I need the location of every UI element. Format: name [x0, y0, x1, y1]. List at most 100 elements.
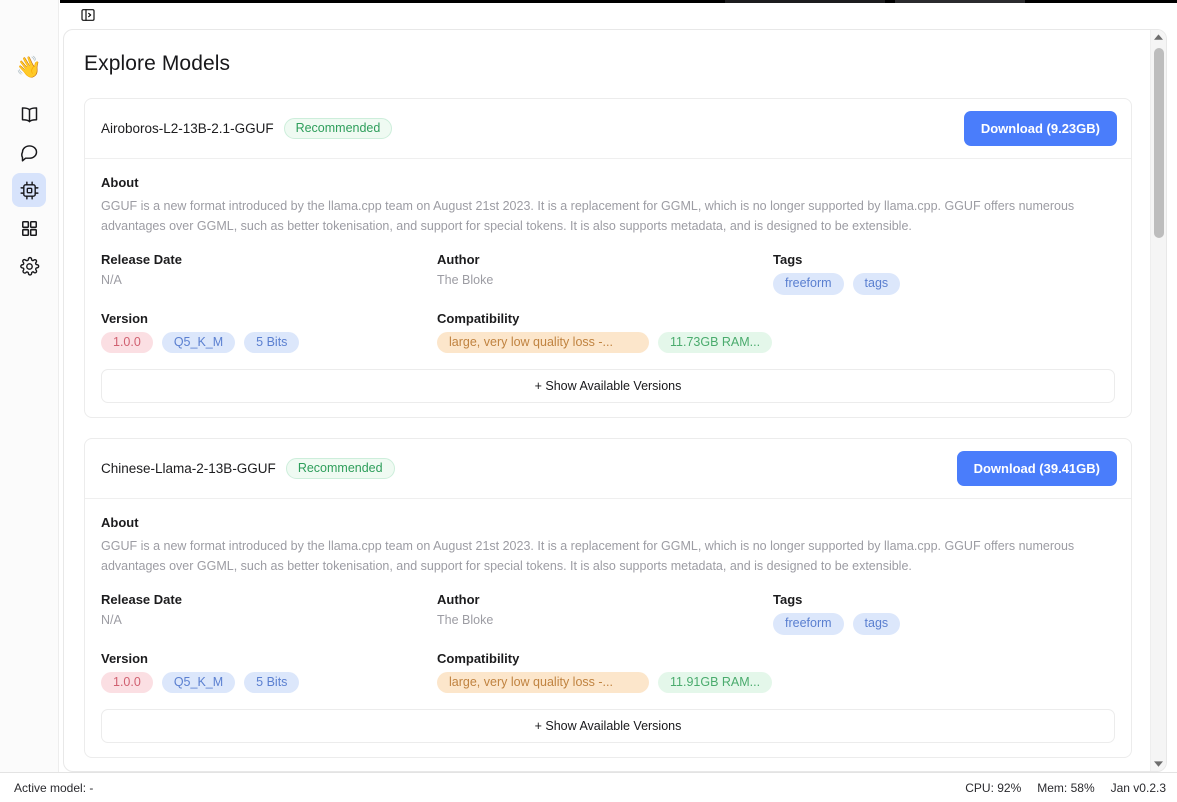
tags-field: Tags freeform tags: [773, 252, 1115, 295]
download-button[interactable]: Download (39.41GB): [956, 451, 1117, 486]
page-title: Explore Models: [84, 52, 231, 75]
model-card: Chinese-Llama-2-13B-GGUF Recommended Dow…: [84, 438, 1132, 758]
release-date-field: Release Date N/A: [101, 252, 437, 295]
compatibility-chip-row: large, very low quality loss -... 11.73G…: [437, 331, 1115, 353]
scroll-down-arrow-icon[interactable]: [1151, 757, 1167, 771]
sidebar-rail: 👋: [0, 0, 59, 772]
bits-chip: 5 Bits: [244, 331, 300, 353]
tag-chip[interactable]: tags: [852, 613, 901, 635]
version-chip-row: 1.0.0 Q5_K_M 5 Bits: [101, 671, 437, 693]
version-label: Version: [101, 310, 148, 326]
model-card-header: Airoboros-L2-13B-2.1-GGUF Recommended Do…: [85, 99, 1131, 159]
bits-chip: 5 Bits: [244, 671, 300, 693]
model-card-header: Chinese-Llama-2-13B-GGUF Recommended Dow…: [85, 439, 1131, 499]
gear-icon: [19, 256, 40, 277]
quality-loss-chip[interactable]: large, very low quality loss -...: [437, 671, 649, 693]
status-bar-right: CPU: 92% Mem: 58% Jan v0.2.3: [965, 781, 1166, 795]
about-label: About: [101, 515, 139, 530]
release-date-value: N/A: [101, 273, 122, 287]
models-scroll-area: Explore Models Airoboros-L2-13B-2.1-GGUF…: [64, 30, 1150, 771]
waving-hand-icon: 👋: [15, 55, 43, 79]
active-model-status: Active model: -: [14, 780, 94, 795]
quantization-chip: Q5_K_M: [161, 331, 236, 353]
sidebar-item-settings[interactable]: [12, 249, 46, 283]
show-available-versions-button[interactable]: + Show Available Versions: [101, 709, 1115, 743]
model-card-header-left: Chinese-Llama-2-13B-GGUF Recommended: [101, 457, 395, 480]
compatibility-field: Compatibility large, very low quality lo…: [437, 650, 1115, 693]
window-top-strip: [60, 0, 1177, 3]
author-value: The Bloke: [437, 613, 494, 627]
model-meta-grid: Release Date N/A Author The Bloke Tags: [101, 592, 1115, 693]
ram-requirement-chip[interactable]: 11.73GB RAM...: [658, 331, 773, 353]
quality-loss-chip[interactable]: large, very low quality loss -...: [437, 331, 649, 353]
scrollbar-track[interactable]: [1151, 44, 1167, 757]
chat-bubble-icon: [19, 142, 40, 163]
top-toolbar: [59, 0, 1177, 29]
cpu-chip-icon: [19, 180, 40, 201]
grid-squares-icon: [20, 219, 39, 238]
panel-toggle-icon[interactable]: [78, 5, 98, 25]
status-bar: Active model: - CPU: 92% Mem: 58% Jan v0…: [0, 772, 1177, 802]
model-card: Airoboros-L2-13B-2.1-GGUF Recommended Do…: [84, 98, 1132, 418]
author-value: The Bloke: [437, 273, 494, 287]
author-label: Author: [437, 252, 480, 267]
scroll-up-arrow-icon[interactable]: [1151, 30, 1167, 44]
compatibility-field: Compatibility large, very low quality lo…: [437, 310, 1115, 353]
scrollbar-thumb[interactable]: [1153, 48, 1164, 238]
release-date-field: Release Date N/A: [101, 592, 437, 635]
tag-chip[interactable]: freeform: [773, 273, 844, 295]
version-chip: 1.0.0: [101, 671, 153, 693]
tags-label: Tags: [773, 592, 803, 607]
about-label: About: [101, 175, 139, 190]
compatibility-chip-row: large, very low quality loss -... 11.91G…: [437, 671, 1115, 693]
model-card-body: About GGUF is a new format introduced by…: [85, 499, 1131, 757]
ram-requirement-chip[interactable]: 11.91GB RAM...: [658, 671, 773, 693]
version-field: Version 1.0.0 Q5_K_M 5 Bits: [101, 310, 437, 353]
sidebar-item-chat[interactable]: [12, 135, 46, 169]
memory-usage-status: Mem: 58%: [1037, 780, 1095, 795]
release-date-value: N/A: [101, 613, 122, 627]
sidebar-item-models[interactable]: [12, 173, 46, 207]
tags-label: Tags: [773, 252, 803, 267]
tag-chip[interactable]: freeform: [773, 613, 844, 635]
release-date-label: Release Date: [101, 252, 182, 267]
tags-chip-row: freeform tags: [773, 613, 1115, 635]
version-chip: 1.0.0: [101, 331, 153, 353]
main-column: Explore Models Airoboros-L2-13B-2.1-GGUF…: [59, 0, 1177, 772]
download-button[interactable]: Download (9.23GB): [963, 111, 1117, 146]
tags-field: Tags freeform tags: [773, 592, 1115, 635]
book-icon: [19, 104, 40, 125]
author-field: Author The Bloke: [437, 252, 773, 295]
top-strip-segment: [895, 0, 1025, 3]
sidebar-item-library[interactable]: [12, 97, 46, 131]
status-badge: Recommended: [285, 457, 395, 480]
model-meta-grid: Release Date N/A Author The Bloke Tags: [101, 252, 1115, 353]
author-field: Author The Bloke: [437, 592, 773, 635]
top-strip-segment: [725, 0, 885, 3]
model-name: Airoboros-L2-13B-2.1-GGUF: [101, 121, 274, 136]
release-date-label: Release Date: [101, 592, 182, 607]
quantization-chip: Q5_K_M: [161, 671, 236, 693]
model-name: Chinese-Llama-2-13B-GGUF: [101, 461, 276, 476]
sidebar-item-waving-hand: 👋: [12, 50, 46, 84]
about-text: GGUF is a new format introduced by the l…: [101, 199, 1075, 233]
compatibility-label: Compatibility: [437, 650, 520, 666]
sidebar-item-apps[interactable]: [12, 211, 46, 245]
version-label: Version: [101, 650, 148, 666]
version-chip-row: 1.0.0 Q5_K_M 5 Bits: [101, 331, 437, 353]
tag-chip[interactable]: tags: [852, 273, 901, 295]
show-available-versions-button[interactable]: + Show Available Versions: [101, 369, 1115, 403]
author-label: Author: [437, 592, 480, 607]
cpu-usage-status: CPU: 92%: [965, 780, 1022, 795]
about-text: GGUF is a new format introduced by the l…: [101, 539, 1075, 573]
version-field: Version 1.0.0 Q5_K_M 5 Bits: [101, 650, 437, 693]
vertical-scrollbar[interactable]: [1150, 30, 1166, 771]
model-card-body: About GGUF is a new format introduced by…: [85, 159, 1131, 417]
body-row: 👋: [0, 0, 1177, 772]
tags-chip-row: freeform tags: [773, 273, 1115, 295]
content-panel: Explore Models Airoboros-L2-13B-2.1-GGUF…: [63, 29, 1167, 772]
status-badge: Recommended: [283, 117, 393, 140]
compatibility-label: Compatibility: [437, 310, 520, 326]
app-version-status: Jan v0.2.3: [1110, 780, 1166, 795]
